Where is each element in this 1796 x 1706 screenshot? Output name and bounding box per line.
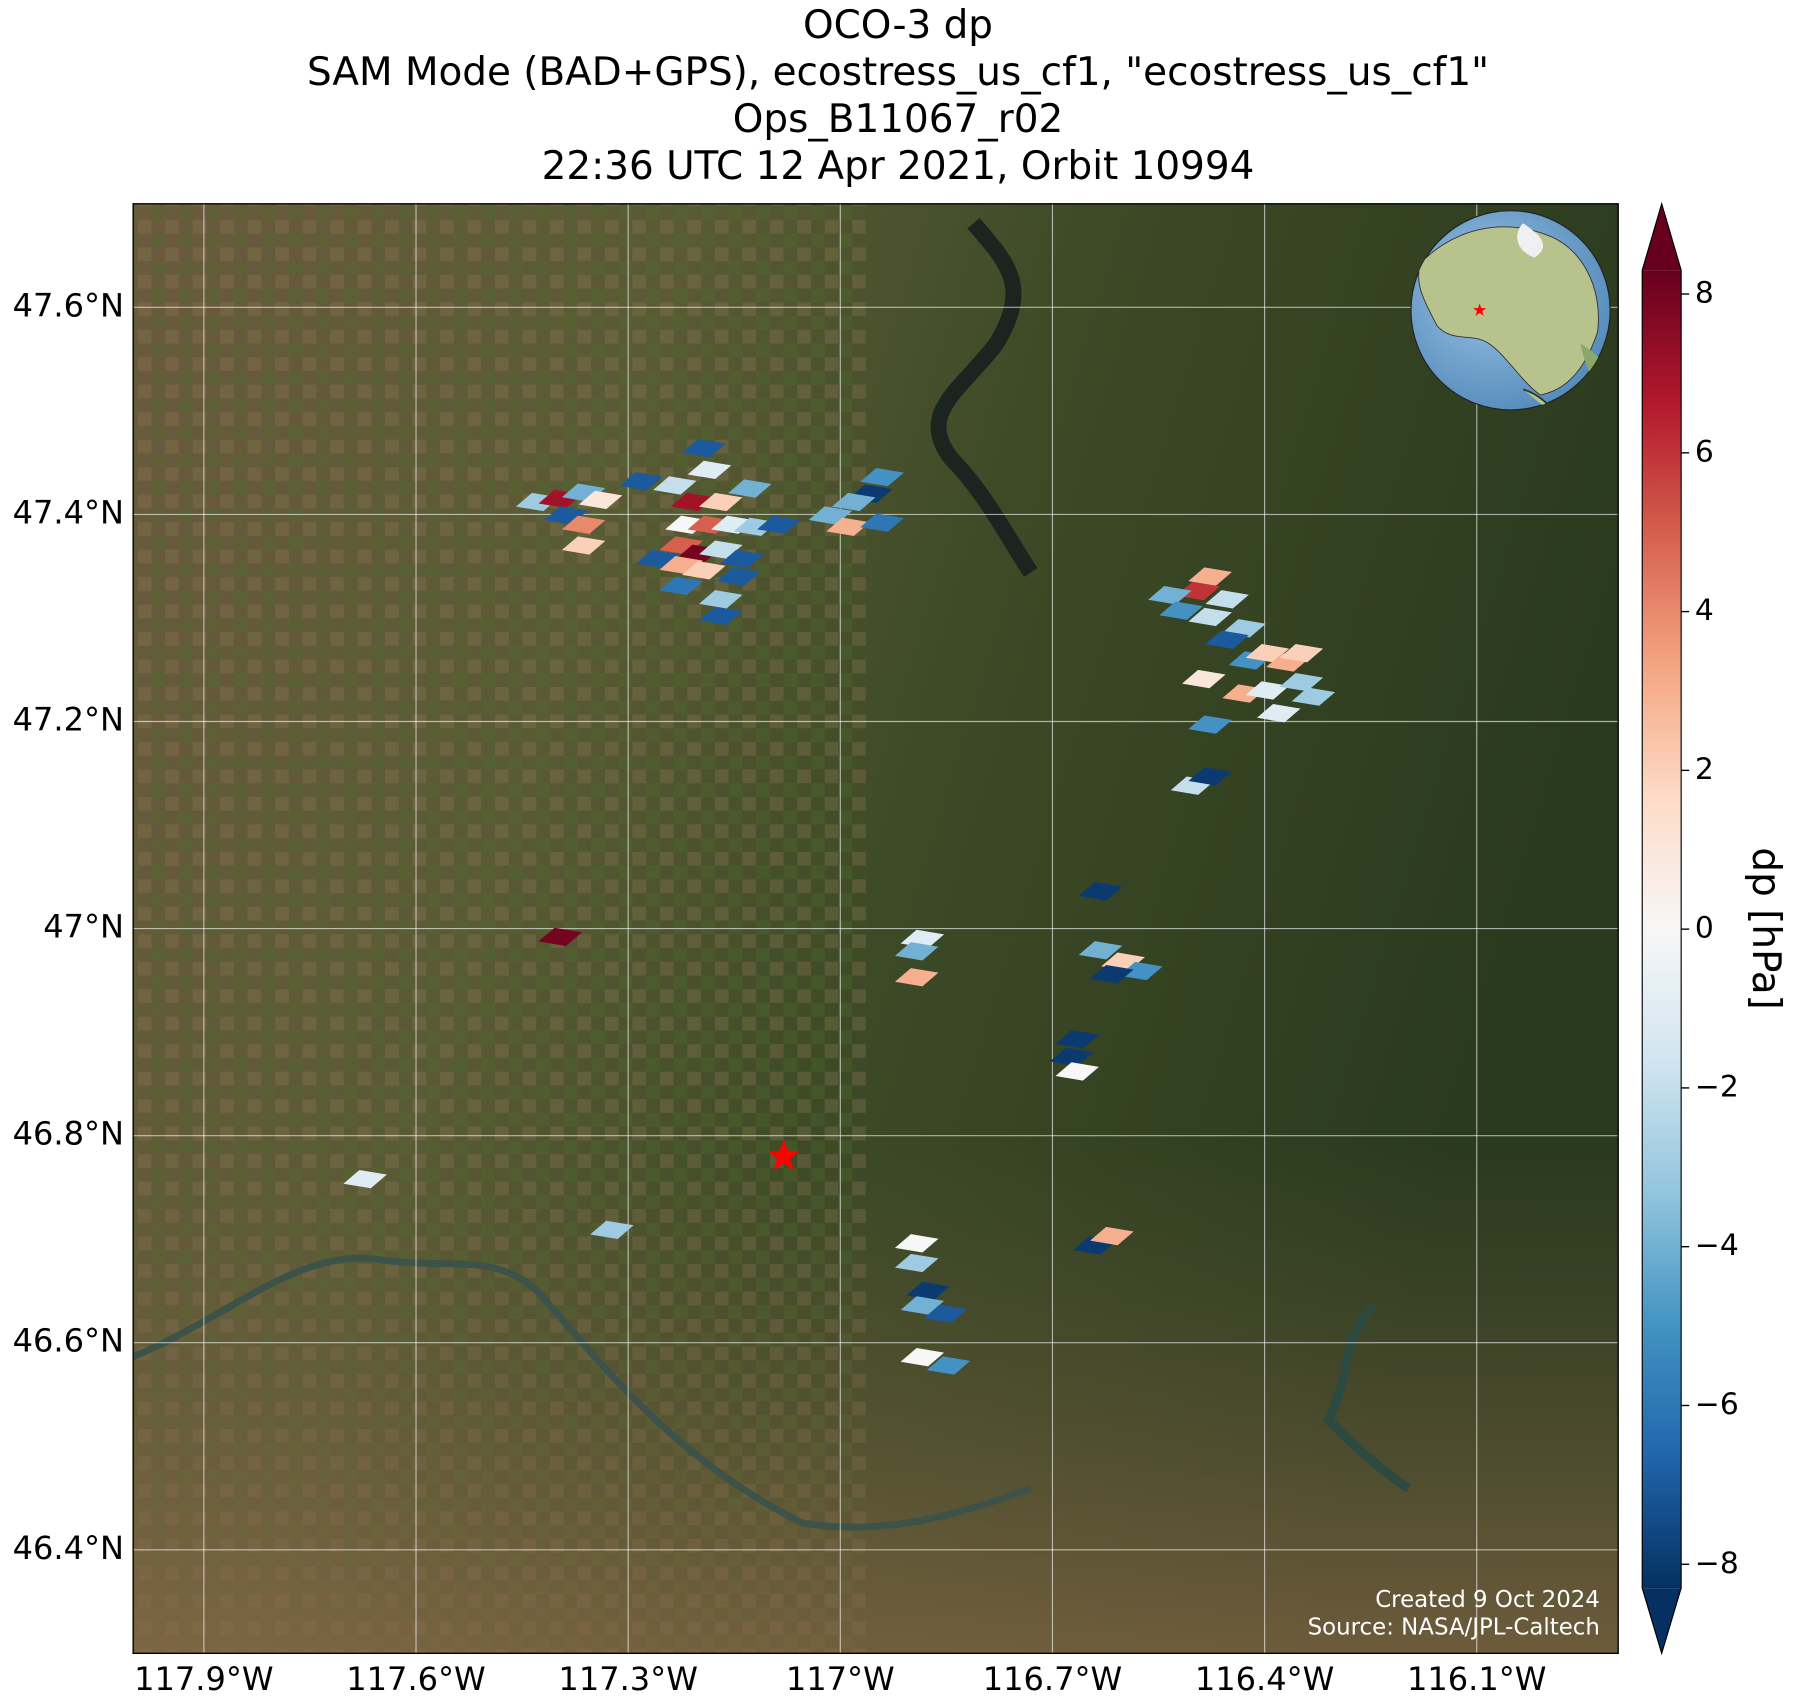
sounding: [1119, 961, 1163, 981]
title-line: SAM Mode (BAD+GPS), ecostress_us_cf1, "e…: [307, 50, 1489, 95]
colorbar-tick-label: −6: [1695, 1387, 1739, 1422]
x-tick-label: 116.7°W: [983, 1660, 1122, 1698]
colorbar-tick-label: 4: [1695, 593, 1714, 628]
colorbar-tick-label: 8: [1695, 276, 1714, 311]
sounding: [699, 590, 743, 609]
sounding: [1279, 672, 1324, 692]
colorbar-tick-label: −4: [1695, 1228, 1739, 1263]
credit-text: Created 9 Oct 2024: [1375, 1587, 1600, 1613]
map-frame: [132, 203, 1619, 1655]
sounding: [699, 606, 743, 626]
sounding: [1188, 715, 1232, 734]
sounding: [860, 513, 904, 532]
x-tick-label: 117.6°W: [346, 1660, 485, 1698]
sounding: [343, 1169, 387, 1189]
sounding: [894, 1234, 939, 1253]
colorbar-label: dp [hPa]: [1743, 847, 1788, 1009]
sounding: [894, 1253, 939, 1273]
title-line: Ops_B11067_r02: [733, 97, 1063, 142]
y-tick-label: 47.6°N: [13, 286, 124, 324]
sounding: [1049, 1047, 1094, 1067]
colorbar-extend-top: [1642, 203, 1682, 271]
sounding: [728, 479, 772, 498]
colorbar: [1642, 270, 1682, 1589]
sounding: [590, 1220, 634, 1240]
sounding: [757, 515, 801, 534]
x-tick-label: 116.1°W: [1407, 1660, 1546, 1698]
sounding: [894, 968, 939, 987]
sounding: [716, 567, 761, 586]
globe-target: [1473, 303, 1487, 316]
sounding: [1188, 767, 1232, 786]
target-star: [767, 1139, 801, 1171]
y-tick-label: 47.4°N: [13, 493, 124, 531]
sounding: [578, 490, 623, 510]
colorbar-tick-label: 6: [1695, 434, 1714, 469]
colorbar-tick-label: −8: [1695, 1546, 1739, 1581]
y-tick-label: 47°N: [43, 908, 124, 946]
sounding: [1205, 630, 1249, 649]
sounding: [619, 472, 663, 491]
sounding: [538, 927, 583, 947]
globe-inset: [1410, 210, 1611, 411]
y-tick-label: 46.6°N: [13, 1322, 124, 1360]
sounding: [1078, 882, 1123, 901]
colorbar-tick-label: 2: [1695, 752, 1714, 787]
sounding: [1291, 687, 1336, 706]
x-tick-label: 117°W: [786, 1660, 895, 1698]
sounding: [1205, 590, 1249, 609]
y-tick-label: 47.2°N: [13, 700, 124, 738]
sounding: [561, 536, 606, 555]
sounding: [1256, 704, 1301, 723]
colorbar-outline: [1641, 201, 1682, 1656]
sounding: [1188, 607, 1232, 627]
sounding: [860, 467, 904, 487]
x-tick-label: 117.3°W: [558, 1660, 697, 1698]
sounding: [653, 476, 697, 495]
sounding: [1182, 669, 1226, 689]
sounding: [1090, 964, 1134, 984]
sounding: [1055, 1030, 1099, 1049]
sounding: [687, 460, 732, 480]
sounding: [1159, 601, 1203, 620]
sounding: [699, 492, 743, 512]
colorbar-tick-label: 0: [1695, 911, 1714, 946]
sounding: [682, 561, 726, 580]
sounding: [926, 1356, 971, 1375]
sounding: [720, 549, 764, 569]
x-tick-label: 116.4°W: [1195, 1660, 1334, 1698]
y-tick-label: 46.4°N: [13, 1529, 124, 1567]
soundings-layer: [343, 438, 1336, 1375]
sounding: [826, 517, 870, 537]
sounding: [1176, 581, 1220, 601]
sounding: [1148, 586, 1192, 605]
sounding: [900, 1296, 945, 1315]
sounding: [1245, 681, 1290, 700]
sounding: [894, 942, 939, 961]
sounding: [900, 1348, 945, 1367]
sounding: [682, 438, 726, 458]
y-tick-label: 46.8°N: [13, 1115, 124, 1153]
title-line: OCO-3 dp: [803, 3, 993, 48]
sounding: [1188, 567, 1232, 586]
title-line: 22:36 UTC 12 Apr 2021, Orbit 10994: [542, 144, 1255, 189]
sounding: [1279, 643, 1324, 663]
sounding: [831, 492, 876, 512]
sounding: [1078, 941, 1123, 960]
sounding: [1090, 1226, 1134, 1246]
sounding: [1055, 1062, 1099, 1081]
x-tick-label: 117.9°W: [134, 1660, 273, 1698]
sounding: [561, 515, 606, 534]
colorbar-extend-bottom: [1642, 1588, 1682, 1654]
credit-text: Source: NASA/JPL-Caltech: [1308, 1615, 1600, 1641]
sounding: [923, 1304, 968, 1323]
sounding: [906, 1281, 950, 1301]
colorbar-tick-label: −2: [1695, 1069, 1739, 1104]
sounding: [659, 576, 703, 596]
